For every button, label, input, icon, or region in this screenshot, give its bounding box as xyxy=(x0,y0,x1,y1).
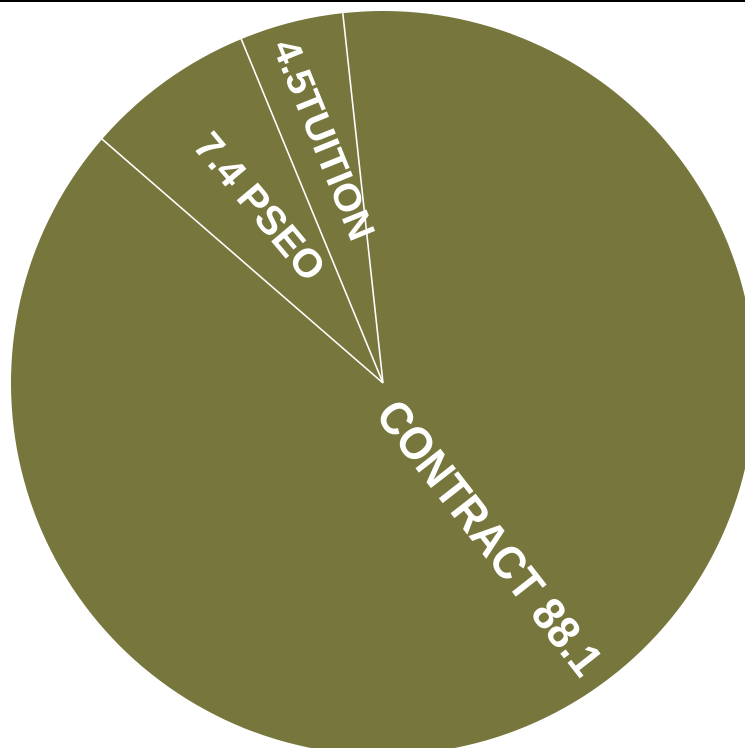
slice-divider-1 xyxy=(101,138,384,384)
pie-slice-pseo xyxy=(102,39,383,383)
dividers-group xyxy=(101,13,384,384)
slice-divider-2 xyxy=(240,38,384,384)
pie-slice-tuition xyxy=(241,13,383,383)
top-rule xyxy=(0,0,745,2)
slice-divider-0 xyxy=(342,13,384,384)
